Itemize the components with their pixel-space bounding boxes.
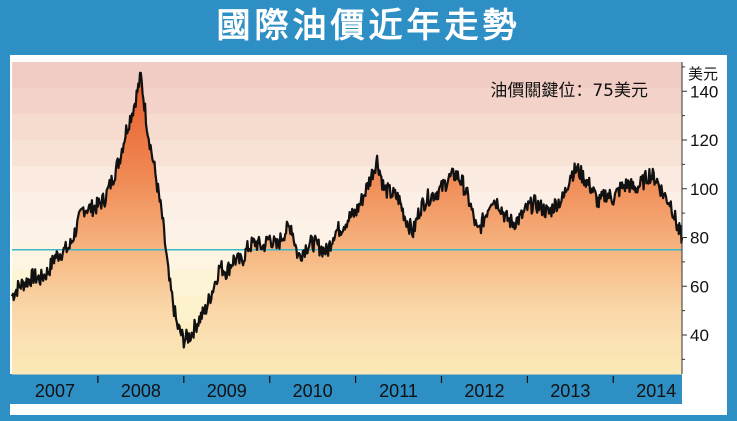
background-band [12,140,682,167]
y-tick-label: 120 [690,131,718,150]
chart-title: 國際油價近年走勢 [216,6,521,46]
x-tick-label: 2007 [35,381,75,401]
x-tick-label: 2012 [464,381,504,401]
x-axis-band [10,374,682,404]
y-tick-label: 40 [690,326,709,345]
background-band [12,88,682,115]
key-level-annotation: 油價關鍵位：75美元 [490,81,648,101]
x-tick-label: 2010 [293,381,333,401]
background-band [12,62,682,89]
price-area-fill [12,72,682,375]
x-tick-label: 2013 [550,381,590,401]
y-tick-label: 140 [690,82,718,101]
x-tick-label: 2008 [121,381,161,401]
x-tick-label: 2011 [379,381,418,401]
y-tick-label: 80 [690,229,709,248]
y-tick-label: 60 [690,277,709,296]
title-bar: 國際油價近年走勢 [0,0,737,52]
price-line [10,71,684,349]
x-tick-label: 2009 [207,381,247,401]
x-tick-label: 2014 [636,381,676,401]
y-axis-unit: 美元 [688,65,718,83]
y-tick-label: 100 [690,180,718,199]
background-band [12,114,682,141]
